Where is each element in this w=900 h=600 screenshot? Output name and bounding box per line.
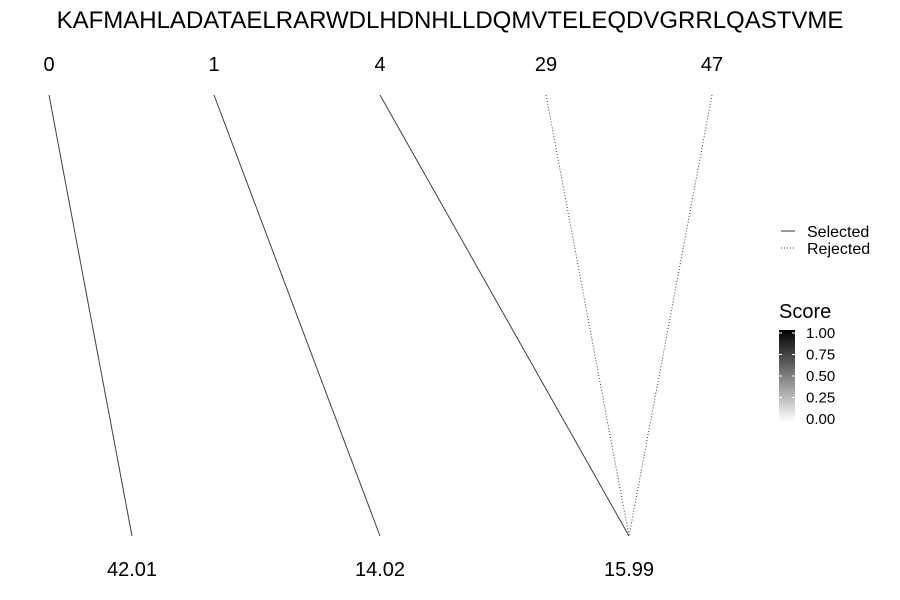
score-tick-label: 1.00 [806, 325, 835, 342]
bottom-label: 14.02 [355, 559, 405, 581]
score-tick-label: 0.00 [806, 411, 835, 428]
link-line-rejected [545, 94, 630, 537]
top-label: 0 [43, 54, 54, 76]
bottom-label: 15.99 [604, 559, 654, 581]
bottom-label: 42.01 [107, 559, 157, 581]
score-ticks: 1.00 0.75 0.50 0.25 0.00 [779, 325, 835, 428]
link-line-rejected [628, 94, 713, 537]
score-legend-title: Score [779, 301, 831, 323]
link-line-selected [379, 94, 630, 537]
score-tick-label: 0.50 [806, 368, 835, 385]
score-legend: Score 1.00 0.75 0.50 0.25 0.00 [779, 301, 835, 428]
top-labels: 0 1 4 29 47 [43, 54, 723, 76]
top-label: 47 [701, 54, 723, 76]
bottom-labels: 42.01 14.02 15.99 [107, 559, 654, 581]
top-label: 29 [535, 54, 557, 76]
top-label: 1 [208, 54, 219, 76]
score-tick-label: 0.25 [806, 390, 835, 407]
links [48, 94, 713, 537]
top-label: 4 [374, 54, 385, 76]
legend-selected-label: Selected [807, 224, 869, 241]
link-line-selected [48, 94, 133, 537]
legend-rejected-label: Rejected [807, 241, 870, 258]
score-colorbar [779, 330, 795, 422]
linetype-legend: Selected Rejected [781, 224, 870, 258]
sequence-title: KAFMAHLADATAELRARWDLHDNHLLDQMVTELEQDVGRR… [57, 7, 844, 34]
score-tick-label: 0.75 [806, 347, 835, 364]
link-line-selected [213, 94, 381, 537]
